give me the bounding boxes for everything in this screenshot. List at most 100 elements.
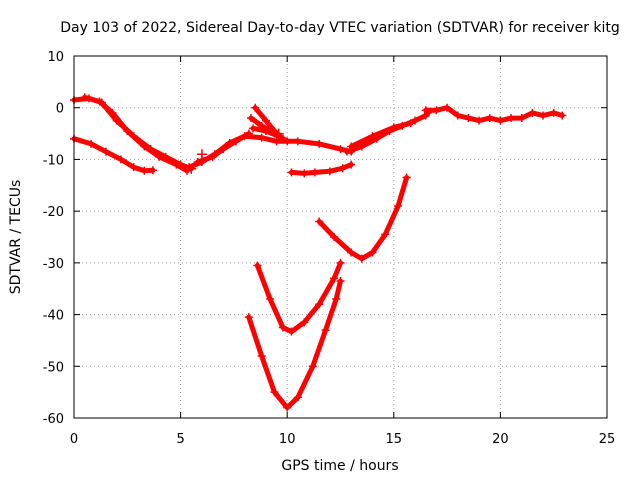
series-track-o	[246, 278, 343, 411]
data-point	[357, 254, 366, 263]
data-point	[293, 137, 302, 146]
data-point	[321, 326, 330, 335]
y-tick-label: -30	[43, 257, 64, 272]
data-point	[249, 124, 258, 133]
data-point	[464, 114, 473, 123]
data-point	[287, 168, 296, 177]
data-point	[432, 106, 441, 115]
data-point	[101, 147, 110, 156]
plus-marker	[196, 154, 207, 165]
data-point	[257, 133, 266, 142]
data-point	[507, 114, 516, 123]
data-point	[381, 230, 390, 239]
data-point	[406, 119, 415, 128]
data-point	[80, 93, 89, 102]
data-point	[257, 351, 266, 360]
data-point	[148, 166, 157, 175]
data-point	[266, 295, 275, 304]
x-axis-label: GPS time / hours	[281, 458, 398, 474]
data-point	[116, 155, 125, 164]
data-point	[496, 116, 505, 125]
data-point	[443, 103, 452, 112]
series-track-m	[316, 175, 410, 262]
y-tick-label: -10	[43, 153, 64, 168]
data-point	[315, 300, 324, 309]
data-point	[244, 313, 253, 322]
data-point	[129, 163, 138, 172]
series-track-n	[254, 260, 343, 335]
data-point	[325, 167, 334, 176]
data-point	[123, 126, 132, 135]
x-tick-label: 15	[386, 432, 403, 447]
data-point	[389, 123, 398, 132]
data-point	[330, 233, 339, 241]
data-point	[251, 103, 260, 112]
data-point	[140, 166, 149, 175]
data-point	[336, 258, 345, 267]
data-point	[140, 142, 149, 151]
data-point	[283, 137, 292, 146]
data-point	[368, 248, 377, 257]
plot-frame	[73, 55, 608, 419]
data-point	[310, 168, 319, 177]
data-point	[155, 152, 164, 161]
series-track-d	[186, 133, 354, 170]
series-track-k	[423, 105, 565, 124]
data-point	[293, 393, 302, 402]
chart-title: Day 103 of 2022, Sidereal Day-to-day VTE…	[60, 20, 620, 36]
x-tick-label: 0	[70, 432, 78, 447]
y-tick-label: 0	[56, 102, 64, 117]
data-point	[332, 295, 341, 304]
data-point	[232, 137, 241, 146]
x-tick-label: 25	[599, 432, 616, 447]
data-point	[253, 261, 262, 270]
data-point	[308, 362, 317, 371]
data-point	[558, 111, 567, 120]
data-point	[315, 217, 324, 226]
data-point	[246, 114, 255, 123]
data-point	[87, 139, 96, 148]
data-point	[338, 164, 347, 173]
data-point	[342, 147, 351, 156]
y-tick-label: -40	[43, 309, 64, 324]
data-point	[261, 126, 270, 135]
axis-ticks: 0 5 10 15 20 25 10 0 -10 -20 -30 -40 -50 -60	[43, 50, 616, 447]
x-tick-label: 10	[279, 432, 296, 447]
plus-marker	[273, 128, 284, 139]
data-point	[517, 114, 526, 123]
data-point	[411, 116, 420, 125]
data-point	[368, 132, 377, 141]
data-point	[172, 160, 181, 169]
y-tick-label: -50	[43, 360, 64, 375]
data-point	[300, 318, 309, 327]
y-tick-label: -60	[43, 412, 64, 427]
data-point	[278, 323, 287, 332]
data-point	[421, 106, 430, 115]
data-point	[108, 108, 117, 117]
series-track-b	[82, 94, 190, 174]
y-tick-label: 10	[47, 50, 64, 65]
data-point	[336, 276, 345, 285]
x-tick-label: 5	[176, 432, 184, 447]
grid-lines	[74, 56, 607, 418]
data-point	[300, 169, 309, 178]
data-point	[261, 116, 270, 125]
data-point	[453, 111, 462, 120]
data-point	[336, 145, 345, 154]
data-point	[270, 388, 279, 397]
data-point	[394, 201, 403, 210]
data-point	[347, 160, 356, 169]
data-point	[272, 137, 281, 146]
data-point	[287, 327, 296, 336]
plus-marker	[186, 163, 197, 174]
data-point	[549, 108, 558, 117]
data-point	[347, 142, 356, 151]
data-point	[278, 134, 287, 143]
data-series	[70, 93, 567, 412]
data-point	[208, 152, 217, 161]
y-tick-label: -20	[43, 205, 64, 220]
series-track-j	[348, 120, 414, 149]
data-point	[330, 274, 339, 283]
data-point	[528, 108, 537, 117]
